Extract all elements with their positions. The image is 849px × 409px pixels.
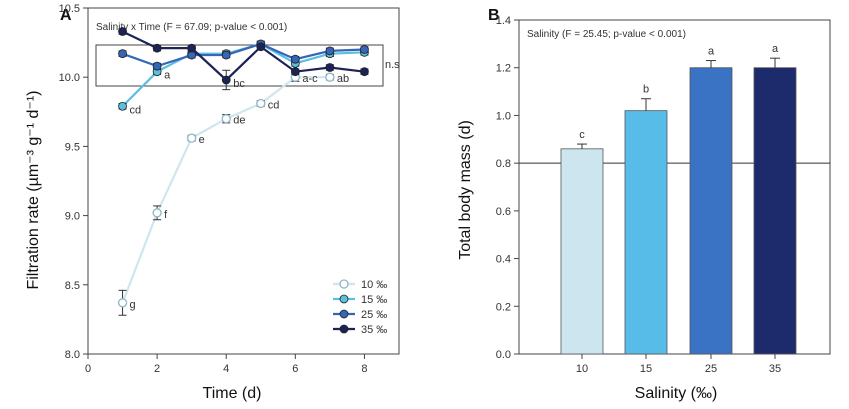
panel-a-y-tick-label: 10.5: [59, 3, 80, 15]
legend-label: 25 ‰: [361, 309, 387, 321]
panel-a-y-tick-label: 9.5: [65, 141, 80, 153]
bar-letter-label: a: [708, 46, 715, 58]
panel-a-point: [325, 46, 335, 56]
panel-b-y-tick-label: 0.2: [496, 301, 511, 313]
legend-swatch-marker: [339, 279, 349, 289]
panel-a-x-tick-label: 0: [85, 363, 91, 375]
panel-b-y-tick-label: 1.0: [496, 110, 511, 122]
panel-b-annotation: Salinity (F = 25.45; p-value < 0.001): [527, 29, 686, 40]
panel-a-point: [325, 63, 335, 72]
panel-a-point: [256, 42, 266, 52]
panel-b-x-title: Salinity (‰): [635, 385, 718, 402]
panel-b-bars: c b a a: [560, 43, 797, 355]
legend-swatch-marker: [339, 294, 349, 304]
panel-a-point: [221, 114, 231, 124]
panel-a-y-ticks: 8.0 8.5 9.0 9.5 10.0 10.5: [59, 3, 88, 361]
panel-a-point-label: cd: [268, 99, 280, 111]
panel-a-y-tick-label: 8.5: [65, 280, 80, 292]
panel-a-x-title: Time (d): [203, 385, 262, 402]
panel-a-x-tick-label: 6: [292, 363, 298, 375]
panel-b: B Salinity (F = 25.45; p-value < 0.001) …: [457, 7, 831, 402]
legend-label: 15 ‰: [361, 294, 387, 306]
panel-a-point: [360, 67, 369, 77]
bar: [624, 110, 668, 355]
panel-a-point: [221, 75, 231, 85]
panel-a-point: [118, 101, 127, 111]
panel-a-point: [360, 45, 369, 54]
panel-a-x-tick-label: 4: [223, 363, 229, 375]
panel-b-y-tick-label: 0.0: [496, 349, 511, 361]
panel-a-point: [290, 67, 300, 77]
bar: [753, 67, 797, 355]
panel-a-y-tick-label: 9.0: [65, 211, 80, 223]
panel-a-point-label: a-c: [302, 73, 318, 85]
panel-a-letter: A: [60, 7, 72, 24]
legend-swatch-marker: [339, 309, 349, 319]
panel-a-ns-label: n.s: [385, 59, 400, 71]
panel-a-point-label: a: [164, 70, 171, 82]
panel-a-point-label: g: [130, 299, 136, 311]
panel-a-point-label: f: [164, 209, 168, 221]
panel-b-x-tick-label: 35: [769, 363, 781, 375]
panel-a-point: [152, 208, 162, 218]
panel-a-series: g f e de cd a-c ab cd a bc: [117, 27, 369, 316]
panel-a-x-tick-label: 8: [361, 363, 367, 375]
panel-a-annotation: Salinity x Time (F = 67.09; p-value < 0.…: [96, 22, 287, 33]
panel-a-point: [152, 43, 162, 53]
panel-a-ns-box: [95, 44, 384, 87]
bar: [689, 67, 733, 355]
panel-a-point: [152, 61, 162, 71]
panel-a-point: [256, 98, 266, 109]
panel-a-point-label: ab: [337, 73, 349, 85]
panel-b-y-tick-label: 1.2: [496, 63, 511, 75]
panel-b-y-title: Total body mass (d): [457, 120, 474, 260]
panel-a-point-label: bc: [233, 78, 245, 90]
panel-a-point: [118, 27, 127, 36]
legend-label: 35 ‰: [361, 324, 387, 336]
panel-a-y-title: Filtration rate (µm⁻³ g⁻¹ d⁻¹): [25, 90, 42, 289]
panel-a-point: [325, 72, 335, 82]
panel-b-y-ticks: 0.0 0.2 0.4 0.6 0.8 1.0 1.2 1.4: [496, 15, 519, 361]
panel-a-point-label: cd: [130, 104, 142, 116]
panel-a-y-tick-label: 10.0: [59, 72, 80, 84]
panel-a-series-line: [121, 76, 330, 304]
bar: [560, 148, 604, 355]
panel-a-series-line: [122, 42, 365, 68]
bar-letter-label: c: [579, 129, 585, 141]
panel-a-point: [221, 50, 231, 60]
panel-a-point: [118, 49, 127, 59]
panel-a-point: [117, 298, 128, 308]
panel-b-x-tick-label: 25: [705, 363, 717, 375]
panel-b-x-tick-label: 10: [576, 363, 588, 375]
legend-label: 10 ‰: [361, 279, 387, 291]
panel-a-point-label: e: [199, 134, 205, 146]
legend-swatch-marker: [339, 324, 349, 334]
bar-letter-label: a: [772, 43, 779, 55]
bar-letter-label: b: [643, 84, 649, 96]
panel-a-point-label: de: [233, 115, 245, 127]
panel-a-x-ticks: 0 2 4 6 8: [85, 354, 368, 375]
panel-b-y-tick-label: 1.4: [496, 15, 511, 27]
panel-a: A Salinity x Time (F = 67.09; p-value < …: [25, 3, 400, 402]
panel-a-legend: 10 ‰ 15 ‰ 25 ‰ 35 ‰: [333, 279, 387, 336]
panel-a-point: [187, 133, 197, 143]
panel-a-plot-frame: [87, 7, 400, 355]
panel-b-letter: B: [488, 7, 500, 24]
panel-a-series-line: [122, 30, 365, 82]
panel-a-point: [187, 43, 197, 53]
panel-b-y-tick-label: 0.8: [496, 158, 511, 170]
panel-a-y-tick-label: 8.0: [65, 349, 80, 361]
panel-a-x-tick-label: 2: [154, 363, 160, 375]
panel-b-x-tick-label: 15: [640, 363, 652, 375]
panel-b-plot-frame: [518, 19, 831, 355]
panel-a-point: [290, 54, 300, 64]
panel-b-y-tick-label: 0.4: [496, 254, 511, 266]
panel-b-y-tick-label: 0.6: [496, 206, 511, 218]
panel-b-x-ticks: 10 15 25 35: [576, 354, 781, 375]
